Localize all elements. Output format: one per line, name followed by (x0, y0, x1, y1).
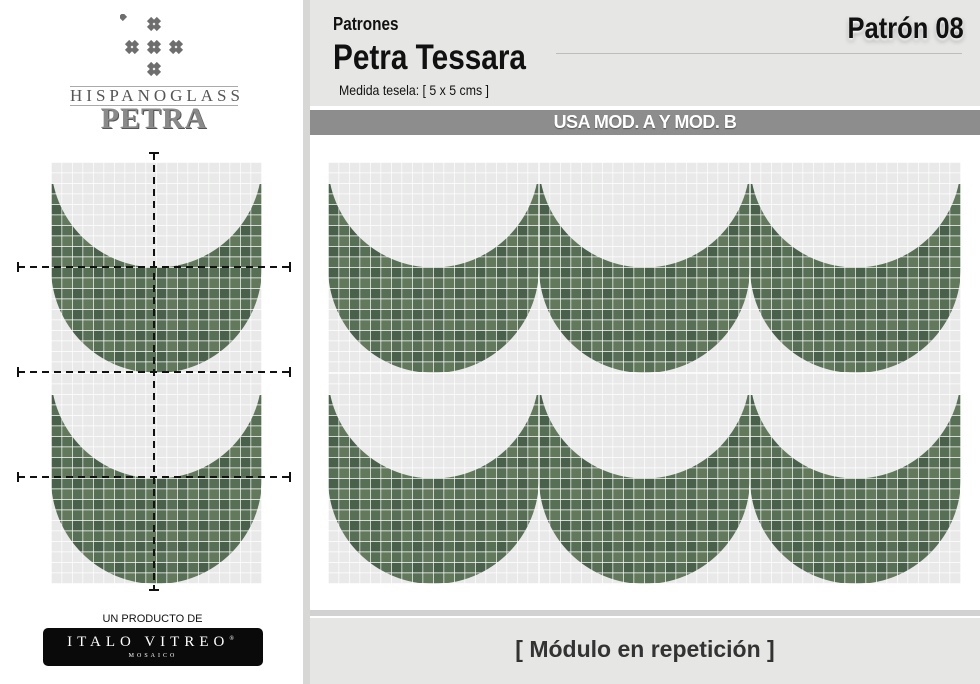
page-title: Petra Tessara (333, 38, 526, 77)
registered-mark: ® (229, 636, 239, 642)
italo-vitreo-logo: ITALO VITREO® MOSAICO (43, 628, 263, 666)
category-label: Patrones (333, 14, 399, 34)
divider (303, 0, 310, 684)
pattern-number: Patrón 08 (847, 12, 964, 45)
header-rule (556, 53, 962, 54)
pattern-repetition (328, 162, 962, 584)
footer-caption: [ Módulo en repetición ] (515, 636, 775, 662)
logo-petra: PETRA (100, 102, 208, 135)
separator (310, 610, 980, 616)
maker-sub: MOSAICO (128, 653, 178, 659)
diamond-cluster-logo-icon (120, 14, 184, 77)
tile-size: Medida tesela: [ 5 x 5 cms ] (339, 82, 489, 98)
maker-label: UN PRODUCTO DE (102, 613, 203, 625)
logo-hispanoglass: HISPANOGLASS (70, 86, 244, 106)
module-diagram (17, 152, 291, 591)
maker-name: ITALO VITREO (67, 634, 230, 650)
mod-banner: USA MOD. A Y MOD. B (310, 110, 980, 135)
footer (310, 618, 980, 684)
